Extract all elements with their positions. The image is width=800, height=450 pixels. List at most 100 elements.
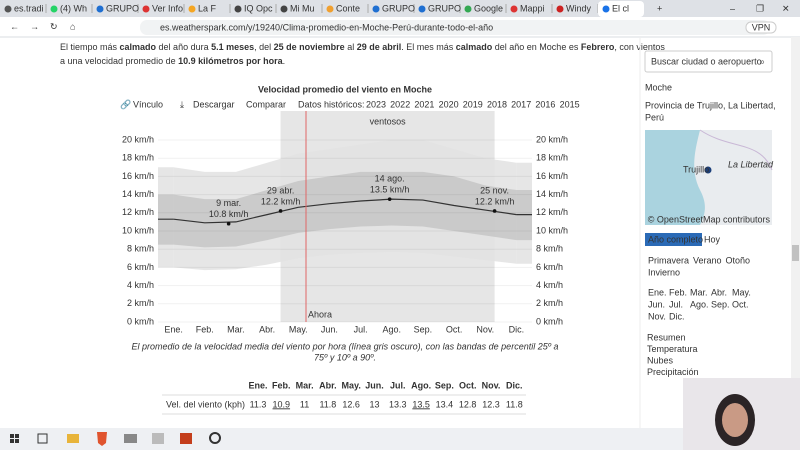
omnibox[interactable]: [140, 20, 770, 35]
month-link[interactable]: Mar.: [690, 287, 708, 297]
table-header: Jun.: [365, 380, 384, 390]
x-tick-label[interactable]: Ene.: [164, 324, 183, 334]
x-tick-label[interactable]: Ago.: [382, 324, 401, 334]
tab-title[interactable]: Google: [474, 3, 503, 13]
year-link[interactable]: 2016: [535, 99, 555, 109]
paragraph-segment: . El mes más: [401, 42, 456, 52]
paragraph-segment: El tiempo más: [60, 42, 120, 52]
link-button[interactable]: Vínculo: [133, 99, 163, 109]
y2-tick-label: 18 km/h: [536, 153, 568, 163]
tab-title[interactable]: Mi Mu: [290, 3, 315, 13]
tab-title[interactable]: Mappi: [520, 3, 545, 13]
year-link[interactable]: 2018: [487, 99, 507, 109]
month-link[interactable]: Oct.: [732, 299, 749, 309]
tab-title[interactable]: Conte: [336, 3, 360, 13]
table-header: Ene.: [248, 380, 267, 390]
tab-title[interactable]: GRUPO: [428, 3, 461, 13]
season-link[interactable]: Primavera: [648, 255, 689, 265]
tab-active[interactable]: [645, 233, 702, 246]
paragraph-segment: 29 de abril: [357, 42, 402, 52]
year-link[interactable]: 2017: [511, 99, 531, 109]
month-link[interactable]: Sep.: [711, 299, 730, 309]
download-button[interactable]: Descargar: [193, 99, 235, 109]
tab-favicon: [510, 5, 518, 13]
settings-icon[interactable]: [209, 432, 221, 444]
task-view[interactable]: [37, 433, 48, 444]
close[interactable]: ✕: [782, 3, 790, 13]
search-icon[interactable]: ⌕: [760, 56, 765, 66]
x-tick-label[interactable]: Sep.: [414, 324, 433, 334]
app-icon[interactable]: [152, 433, 164, 444]
section-link[interactable]: Nubes: [647, 355, 674, 365]
search-box[interactable]: [644, 50, 773, 73]
season-link[interactable]: Otoño: [726, 255, 751, 265]
explorer-icon[interactable]: [67, 434, 79, 443]
region-link[interactable]: Perú: [645, 112, 664, 122]
bookmark-icon[interactable]: ⌂: [70, 21, 75, 31]
month-link[interactable]: Nov.: [648, 311, 666, 321]
tab-title[interactable]: GRUPO: [106, 3, 139, 13]
x-tick-label[interactable]: Oct.: [446, 324, 463, 334]
start-button[interactable]: [15, 434, 19, 438]
app-icon[interactable]: [124, 434, 137, 443]
year-link[interactable]: 2015: [560, 99, 580, 109]
region-link[interactable]: Provincia de Trujillo, La Libertad,: [645, 100, 776, 110]
paragraph-segment: al: [345, 42, 357, 52]
tab-title[interactable]: La F: [198, 3, 217, 13]
year-link[interactable]: 2022: [390, 99, 410, 109]
tab-active[interactable]: [598, 1, 644, 17]
minimize[interactable]: –: [730, 3, 735, 13]
forward-button[interactable]: →: [30, 21, 39, 31]
new-tab[interactable]: +: [657, 3, 662, 13]
start-button[interactable]: [10, 434, 14, 438]
mean-line: [173, 198, 517, 224]
section-link[interactable]: Precipitación: [647, 367, 699, 377]
x-tick-label[interactable]: Jul.: [354, 324, 368, 334]
month-link[interactable]: May.: [732, 287, 751, 297]
brave-icon[interactable]: [97, 432, 107, 446]
tab-title[interactable]: Ver Info: [152, 3, 183, 13]
x-tick-label[interactable]: Feb.: [196, 324, 214, 334]
y-tick-label: 4 km/h: [127, 280, 154, 290]
x-tick-label[interactable]: Abr.: [259, 324, 275, 334]
year-link[interactable]: 2021: [414, 99, 434, 109]
month-link[interactable]: Abr.: [711, 287, 727, 297]
x-tick-label[interactable]: May.: [289, 324, 308, 334]
section-link[interactable]: Temperatura: [647, 344, 698, 354]
start-button[interactable]: [15, 439, 19, 443]
tab-title[interactable]: GRUPO: [382, 3, 415, 13]
back-button[interactable]: ←: [10, 21, 19, 31]
tab-title[interactable]: El cl: [612, 3, 629, 13]
x-tick-label[interactable]: Nov.: [476, 324, 494, 334]
tab-favicon: [372, 5, 380, 13]
vpn-badge[interactable]: [745, 21, 777, 34]
month-link[interactable]: Jun.: [648, 299, 665, 309]
season-link[interactable]: Verano: [693, 255, 722, 265]
start-button[interactable]: [10, 439, 14, 443]
map-ocean: [645, 130, 705, 225]
month-link[interactable]: Jul.: [669, 299, 683, 309]
tab-favicon: [556, 5, 564, 13]
year-link[interactable]: 2019: [463, 99, 483, 109]
x-tick-label[interactable]: Mar.: [227, 324, 245, 334]
year-link[interactable]: 2023: [366, 99, 386, 109]
tab-title[interactable]: Windy: [566, 3, 592, 13]
maximize[interactable]: ❐: [756, 3, 764, 13]
season-link[interactable]: Invierno: [648, 267, 680, 277]
tab-other[interactable]: Hoy: [704, 234, 721, 244]
powerpoint-icon[interactable]: [180, 433, 192, 444]
x-tick-label[interactable]: Dic.: [509, 324, 525, 334]
year-link[interactable]: 2020: [439, 99, 459, 109]
tab-title[interactable]: (4) Wh: [60, 3, 87, 13]
month-link[interactable]: Dic.: [669, 311, 685, 321]
month-link[interactable]: Feb.: [669, 287, 687, 297]
scroll-thumb[interactable]: [792, 245, 799, 261]
reload-button[interactable]: ↻: [50, 21, 58, 31]
x-tick-label[interactable]: Jun.: [321, 324, 338, 334]
tab-title[interactable]: es.tradi: [14, 3, 44, 13]
compare-button[interactable]: Comparar: [246, 99, 286, 109]
tab-title[interactable]: IQ Opc: [244, 3, 273, 13]
month-link[interactable]: Ene.: [648, 287, 667, 297]
section-link[interactable]: Resumen: [647, 332, 686, 342]
month-link[interactable]: Ago.: [690, 299, 709, 309]
